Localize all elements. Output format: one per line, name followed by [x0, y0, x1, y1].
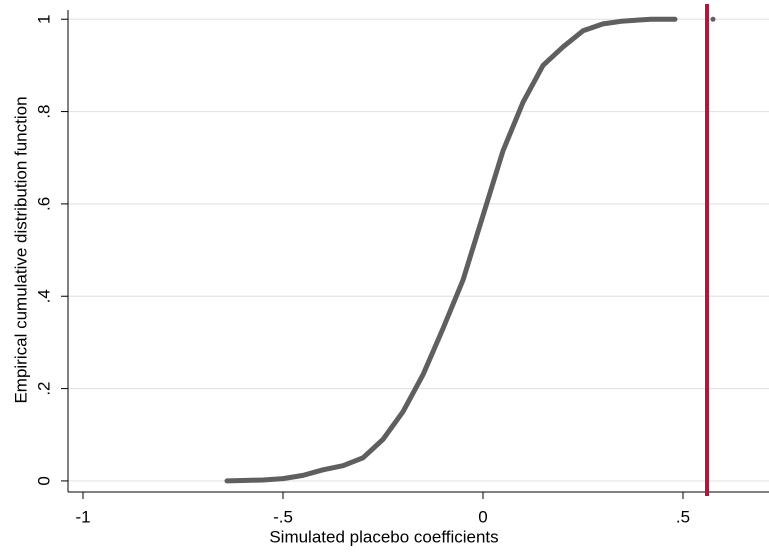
x-tick-label: -1 — [75, 507, 90, 526]
x-tick-label: -.5 — [273, 507, 293, 526]
y-tick-label: 1 — [34, 14, 53, 23]
y-tick-label: .8 — [34, 104, 53, 118]
ecdf-point — [710, 16, 716, 22]
x-axis-label: Simulated placebo coefficients — [269, 527, 498, 546]
y-tick-label: .2 — [34, 381, 53, 395]
x-tick-label: 0 — [478, 507, 487, 526]
y-tick-label: .4 — [34, 289, 53, 303]
ecdf-line — [224, 16, 678, 484]
y-tick-label: .6 — [34, 197, 53, 211]
x-tick-label: .5 — [676, 507, 690, 526]
y-tick-label: 0 — [34, 476, 53, 485]
y-axis-label: Empirical cumulative distribution functi… — [11, 96, 30, 403]
